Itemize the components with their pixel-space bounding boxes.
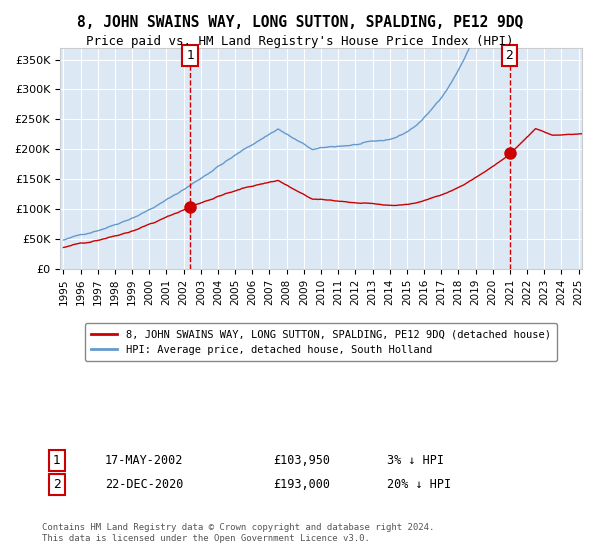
Text: Contains HM Land Registry data © Crown copyright and database right 2024.
This d: Contains HM Land Registry data © Crown c…: [42, 524, 434, 543]
Legend: 8, JOHN SWAINS WAY, LONG SUTTON, SPALDING, PE12 9DQ (detached house), HPI: Avera: 8, JOHN SWAINS WAY, LONG SUTTON, SPALDIN…: [85, 323, 557, 361]
Text: 3% ↓ HPI: 3% ↓ HPI: [387, 454, 444, 467]
Text: 2: 2: [506, 49, 514, 62]
Text: 2: 2: [53, 478, 61, 491]
Text: 17-MAY-2002: 17-MAY-2002: [105, 454, 184, 467]
Text: 22-DEC-2020: 22-DEC-2020: [105, 478, 184, 491]
Text: 8, JOHN SWAINS WAY, LONG SUTTON, SPALDING, PE12 9DQ: 8, JOHN SWAINS WAY, LONG SUTTON, SPALDIN…: [77, 15, 523, 30]
Text: 20% ↓ HPI: 20% ↓ HPI: [387, 478, 451, 491]
Text: £193,000: £193,000: [273, 478, 330, 491]
Text: £103,950: £103,950: [273, 454, 330, 467]
Text: 1: 1: [53, 454, 61, 467]
Text: 1: 1: [186, 49, 194, 62]
Text: Price paid vs. HM Land Registry's House Price Index (HPI): Price paid vs. HM Land Registry's House …: [86, 35, 514, 48]
